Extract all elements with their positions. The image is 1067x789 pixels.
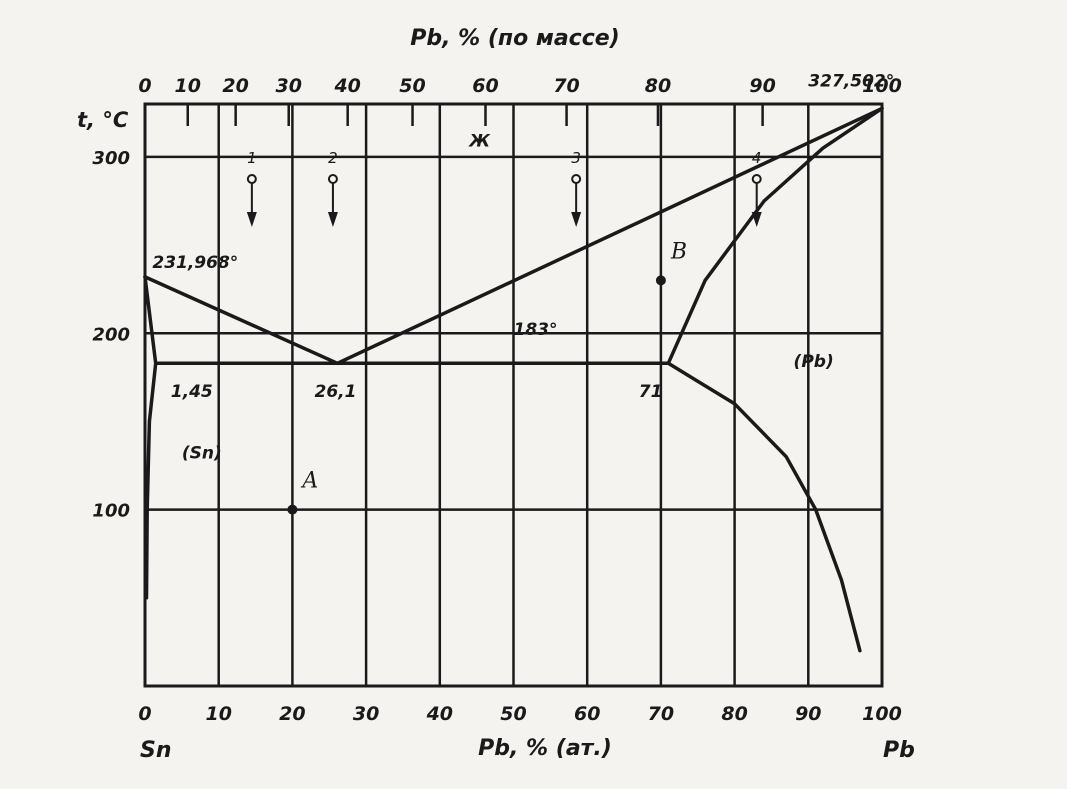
grid-layer xyxy=(143,102,884,688)
x-tick-label: 30 xyxy=(353,703,379,725)
arrow-start-circle xyxy=(327,174,338,184)
x-tick-label: 40 xyxy=(426,703,453,725)
annotation-label: 231,968° xyxy=(152,253,238,273)
point-b xyxy=(655,275,666,286)
x-tick-label: 50 xyxy=(500,703,526,725)
point-label: B xyxy=(670,239,687,264)
arrow-start-circle xyxy=(571,174,582,184)
top-tick-label: 20 xyxy=(222,75,248,97)
bottom-axis-title: Pb, % (ат.) xyxy=(478,736,612,761)
pb-end-label: Pb xyxy=(883,738,915,763)
arrow-head xyxy=(571,212,582,227)
y-axis-title: t, °C xyxy=(77,108,129,132)
y-tick-label: 100 xyxy=(92,501,130,522)
x-tick-label: 100 xyxy=(862,703,902,725)
y-tick-label: 200 xyxy=(92,324,130,345)
annotation-label: 327,502° xyxy=(808,71,894,91)
top-tick-label: 10 xyxy=(175,75,201,97)
arrow-start-circle xyxy=(751,174,762,184)
x-tick-label: 60 xyxy=(574,703,600,725)
arrow-head xyxy=(327,212,338,227)
top-tick-label: 100 xyxy=(862,75,902,97)
annotation-label: (Pb) xyxy=(794,352,834,372)
annotation-label: (Sn) xyxy=(182,443,222,463)
curve-layer xyxy=(143,106,884,653)
top-tick-label: 80 xyxy=(645,75,671,97)
phase-boundary-line xyxy=(666,361,862,653)
point-label: A xyxy=(300,469,318,494)
x-tick-label: 70 xyxy=(648,703,674,725)
annotation-label: 183° xyxy=(514,320,558,340)
phase-boundary-line xyxy=(666,106,884,366)
top-tick-label: 90 xyxy=(749,75,775,97)
annotation-label: 26,1 xyxy=(315,382,357,402)
annotation-label: 1,45 xyxy=(171,382,213,402)
top-tick-label: 70 xyxy=(553,75,579,97)
point-a xyxy=(287,504,298,515)
top-axis-title: Pb, % (по массе) xyxy=(410,26,620,51)
top-tick-label: 50 xyxy=(399,75,425,97)
arrow-number: 1 xyxy=(247,149,257,167)
phase-boundary-line xyxy=(144,361,158,600)
text-layer: Pb, % (по массе) Pb, % (ат.) t, °C Sn Pb… xyxy=(77,26,915,763)
phase-boundary-line xyxy=(143,275,158,366)
x-tick-label: 80 xyxy=(721,703,747,725)
x-tick-label: 90 xyxy=(795,703,821,725)
arrow-start-circle xyxy=(246,174,257,184)
annotation-label: 71 xyxy=(639,382,663,402)
x-tick-label: 0 xyxy=(138,703,151,725)
top-tick-label: 30 xyxy=(275,75,301,97)
x-tick-label: 20 xyxy=(279,703,305,725)
arrow-head xyxy=(751,212,762,227)
top-tick-label: 40 xyxy=(333,75,360,97)
x-tick-label: 10 xyxy=(205,703,231,725)
arrow-number: 2 xyxy=(328,149,338,167)
arrow-number: 4 xyxy=(752,149,762,167)
y-tick-label: 300 xyxy=(92,148,130,169)
phase-boundary-line xyxy=(143,275,340,366)
top-tick-label: 60 xyxy=(472,75,498,97)
mark-layer xyxy=(246,174,762,515)
arrow-head xyxy=(246,212,257,227)
arrow-number: 3 xyxy=(571,149,581,167)
phase-boundary-line xyxy=(335,106,884,366)
sn-end-label: Sn xyxy=(140,738,172,763)
top-tick-label: 0 xyxy=(138,75,151,97)
annotation-label: Ж xyxy=(468,131,491,151)
